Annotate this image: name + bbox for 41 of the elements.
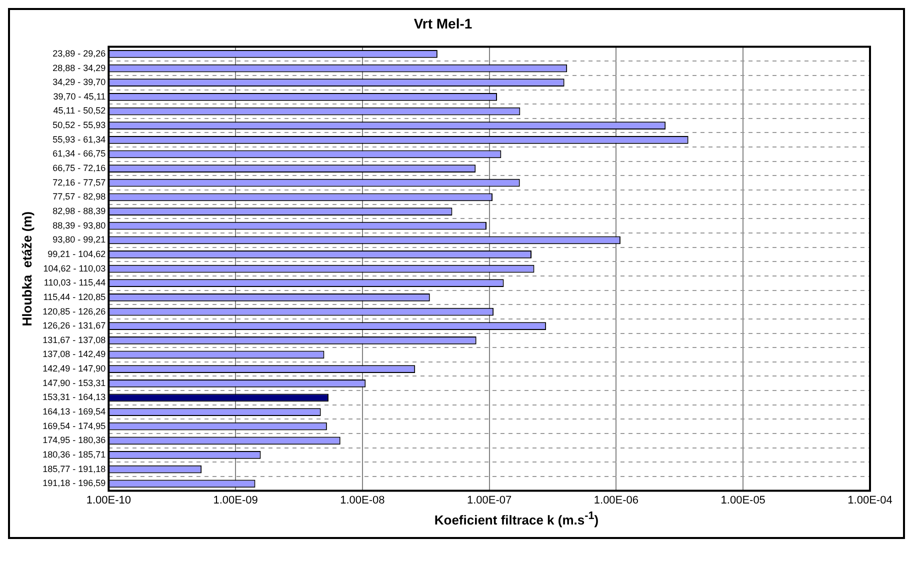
y-tick-label: 66,75 - 72,16 [52,163,106,174]
y-tick-label: 39,70 - 45,11 [53,91,106,102]
y-tick-label: 174,95 - 180,36 [42,435,106,446]
y-tick-label: 126,26 - 131,67 [42,320,106,331]
y-tick-label: 34,29 - 39,70 [52,77,106,88]
y-tick-label: 77,57 - 82,98 [52,192,106,202]
y-tick-label: 93,80 - 99,21 [52,234,106,245]
y-tick-label: 180,36 - 185,71 [42,449,106,460]
y-tick-label: 88,39 - 93,80 [52,220,106,230]
y-tick-label: 142,49 - 147,90 [42,364,106,374]
x-tick-label: 1.00E-04 [848,494,892,506]
y-tick-label: 61,34 - 66,75 [52,148,106,159]
y-tick-label: 45,11 - 50,52 [53,106,106,116]
y-tick-label: 72,16 - 77,57 [52,177,106,188]
y-tick-label: 115,44 - 120,85 [43,292,106,302]
x-axis-title: Koeficient filtrace k (m.s$^{-1}$) [433,510,600,530]
y-axis-title: Hloubka etáže (m) [19,211,34,326]
y-tick-label: 153,31 - 164,13 [42,392,106,402]
x-tick-label: 1.00E-07 [467,494,512,506]
y-tick-label: 164,13 - 169,54 [42,406,106,417]
y-tick-label: 110,03 - 115,44 [44,278,106,288]
y-tick-label: 23,89 - 29,26 [52,48,106,58]
y-tick-label: 120,85 - 126,26 [42,306,106,316]
chart-title: Vrt Mel-1 [414,15,472,32]
y-tick-label: 50,52 - 55,93 [52,120,106,130]
x-tick-label: 1.00E-05 [720,494,766,506]
y-tick-label: 28,88 - 34,29 [52,62,106,73]
y-tick-label: 191,18 - 196,59 [42,478,106,488]
y-tick-label: 147,90 - 153,31 [42,378,106,388]
y-tick-label: 185,77 - 191,18 [42,464,106,474]
x-tick-label: 1.00E-10 [86,494,131,506]
x-tick-label: 1.00E-09 [213,494,258,506]
y-tick-label: 99,21 - 104,62 [48,248,106,259]
y-tick-label: 104,62 - 110,03 [43,263,106,274]
x-tick-label: 1.00E-08 [340,494,385,506]
x-tick-label: 1.00E-06 [594,494,639,506]
y-tick-label: 82,98 - 88,39 [52,206,106,216]
y-tick-label: 55,93 - 61,34 [52,134,106,144]
y-tick-label: 137,08 - 142,49 [42,349,106,360]
y-tick-label: 169,54 - 174,95 [42,420,106,431]
y-tick-label: 131,67 - 137,08 [42,334,106,345]
